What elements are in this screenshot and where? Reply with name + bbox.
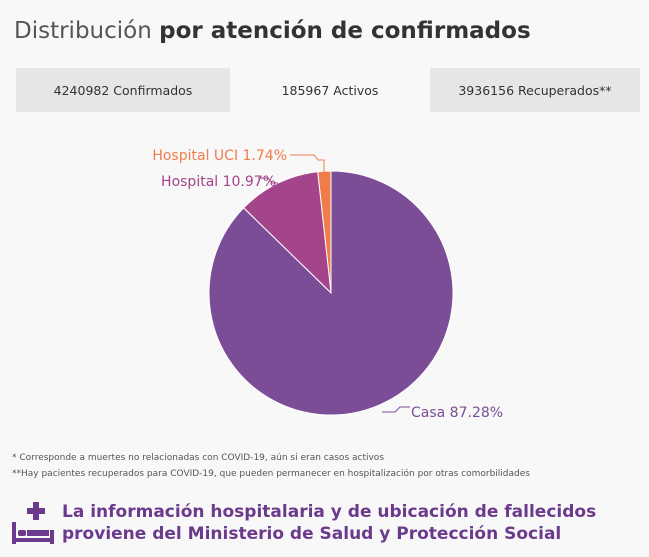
tab-activos[interactable]: 185967 Activos	[230, 68, 430, 112]
hospital-bed-icon	[12, 502, 54, 544]
info-line-2: proviene del Ministerio de Salud y Prote…	[62, 524, 562, 544]
title-bold: por atención de confirmados	[159, 18, 531, 44]
tab-recuperados[interactable]: 3936156 Recuperados**	[430, 68, 640, 112]
leader-line-2	[382, 406, 410, 413]
tab-bar: 4240982 Confirmados 185967 Activos 39361…	[16, 68, 640, 112]
leader-line-0	[290, 154, 325, 176]
pie-slice-2[interactable]	[208, 170, 454, 416]
footnote-1: * Corresponde a muertes no relacionadas …	[12, 453, 385, 463]
page-title: Distribución por atención de confirmados	[14, 18, 531, 44]
footnotes: * Corresponde a muertes no relacionadas …	[12, 450, 530, 482]
slice-label-1: Hospital 10.97%	[161, 174, 276, 190]
info-line-1: La información hospitalaria y de ubicaci…	[62, 502, 597, 522]
slice-label-2: Casa 87.28%	[411, 405, 503, 421]
tab-confirmados[interactable]: 4240982 Confirmados	[16, 68, 230, 112]
info-text: La información hospitalaria y de ubicaci…	[62, 501, 596, 545]
info-banner: La información hospitalaria y de ubicaci…	[10, 500, 596, 546]
title-light: Distribución	[14, 18, 152, 44]
pie-chart: Hospital UCI 1.74% Hospital 10.97% Casa 87…	[152, 148, 503, 421]
slice-label-0: Hospital UCI 1.74%	[152, 148, 287, 164]
leader-line-1	[258, 177, 278, 184]
footnote-2: **Hay pacientes recuperados para COVID-1…	[12, 469, 530, 479]
